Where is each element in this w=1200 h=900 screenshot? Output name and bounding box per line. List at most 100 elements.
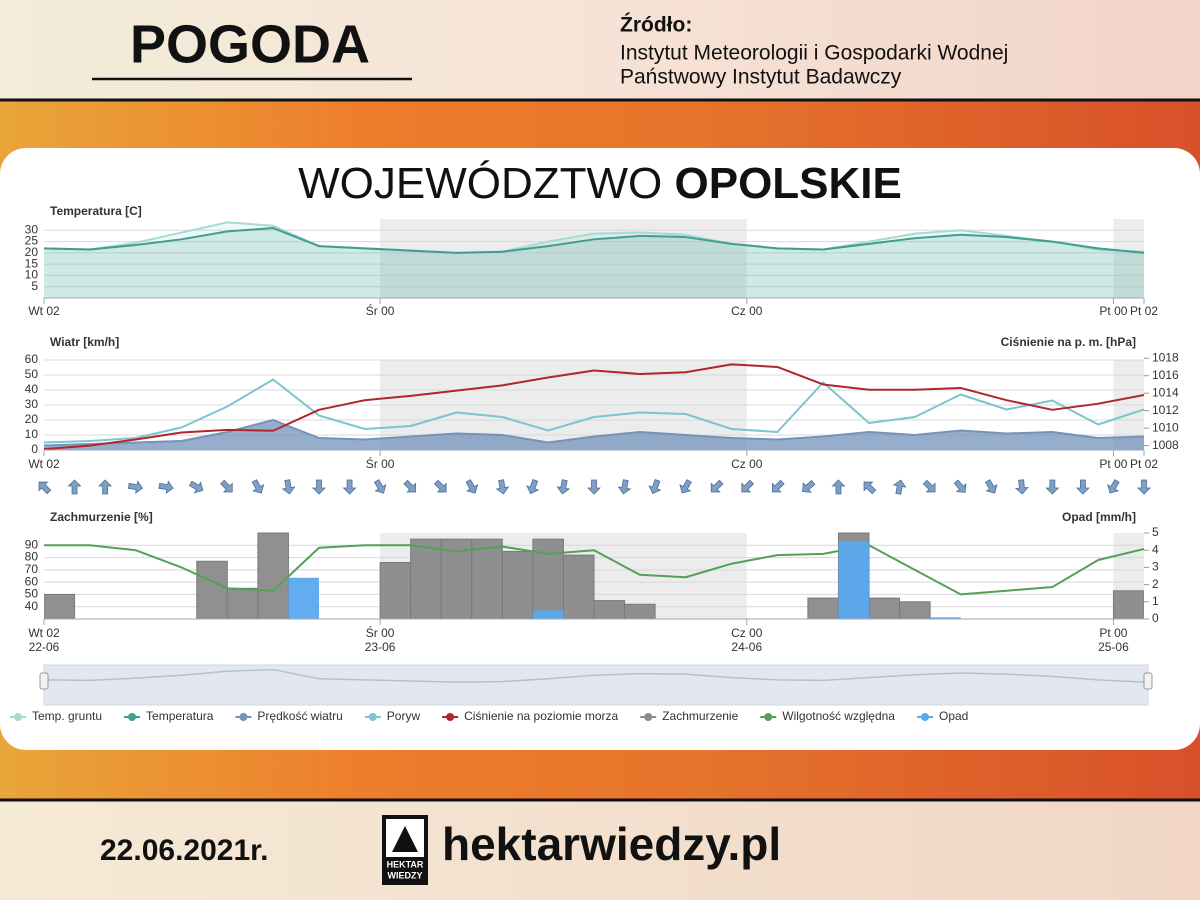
bar	[471, 538, 503, 619]
y2-tick-label: 4	[1152, 542, 1159, 556]
bar	[196, 560, 228, 619]
x-tick-date: 23-06	[365, 640, 396, 654]
page-title: POGODA	[130, 14, 370, 74]
shaded-band	[1113, 219, 1144, 298]
bar	[532, 610, 564, 619]
wind-arrow	[526, 479, 540, 495]
series-line	[44, 221, 1144, 254]
y-tick-label: 90	[25, 537, 39, 551]
bar	[624, 603, 656, 619]
wind-arrow	[433, 479, 447, 493]
bar	[807, 597, 839, 619]
y-tick-label: 40	[25, 599, 39, 613]
wind-arrow	[251, 479, 265, 494]
x-tick-label: Śr 00	[366, 456, 395, 471]
wind-arrow	[1107, 479, 1120, 494]
x-tick-date: 24-06	[731, 640, 762, 654]
x-tick-label: Śr 00	[366, 303, 395, 318]
wind-arrow	[1045, 479, 1060, 495]
legend-label: Prędkość wiatru	[257, 709, 342, 723]
plot-area	[44, 363, 1144, 450]
y-tick-label: 60	[25, 352, 39, 366]
navigator-bg	[43, 664, 1149, 706]
bar	[930, 617, 961, 619]
y-tick-label: 25	[25, 234, 39, 248]
legend-marker	[368, 713, 377, 721]
axis-title: Temperatura [C]	[50, 204, 142, 218]
wind-arrow	[648, 479, 662, 495]
wind-arrow	[831, 479, 846, 495]
navigator-handle	[39, 672, 49, 690]
logo-text: WIEDZY	[388, 870, 423, 880]
bar	[288, 577, 319, 619]
y-tick-label: 80	[25, 550, 39, 564]
series-area	[44, 228, 1144, 298]
series-line	[44, 227, 1144, 254]
x-tick-label: Wt 02	[28, 304, 60, 318]
series-line	[44, 544, 1144, 596]
axis-title: Zachmurzenie [%]	[50, 510, 153, 524]
legend-marker	[920, 713, 929, 721]
y2-tick-label: 1016	[1152, 368, 1179, 382]
wind-arrow	[220, 479, 233, 493]
x-tick-date: 25-06	[1098, 640, 1129, 654]
y2-tick-label: 0	[1152, 611, 1159, 625]
wind-arrow	[373, 479, 387, 494]
y-tick-label: 0	[31, 442, 38, 456]
y-tick-label: 20	[25, 412, 39, 426]
source-label: Źródło:	[620, 14, 692, 37]
y-tick-label: 10	[25, 427, 39, 441]
bar	[226, 587, 259, 619]
legend-marker	[644, 713, 653, 721]
series-line	[44, 419, 1144, 447]
y-tick-label: 30	[25, 397, 39, 411]
series-line	[44, 378, 1144, 444]
wind-arrow	[127, 480, 144, 494]
bar	[1112, 590, 1144, 619]
legend-label: Ciśnienie na poziomie morza	[464, 709, 618, 723]
footer-site: hektarwiedzy.pl	[442, 818, 781, 870]
x-tick-label: Cz 00	[731, 457, 763, 471]
legend-marker	[446, 713, 455, 721]
y2-tick-label: 1014	[1152, 385, 1179, 399]
legend-marker	[128, 713, 137, 721]
legend-label: Wilgotność względna	[782, 709, 895, 723]
source-line: Instytut Meteorologii i Gospodarki Wodne…	[620, 42, 1008, 65]
legend-label: Temp. gruntu	[32, 709, 102, 723]
wind-arrow	[38, 481, 52, 495]
y-tick-label: 50	[25, 587, 39, 601]
card-title: WOJEWÓDZTWO OPOLSKIE	[298, 159, 902, 208]
wind-arrow	[802, 480, 816, 493]
logo-text: HEKTAR	[387, 859, 424, 869]
wind-arrow	[312, 479, 326, 495]
y-tick-label: 15	[25, 256, 39, 270]
y2-tick-label: 3	[1152, 560, 1159, 574]
x-tick-label: Wt 02	[28, 457, 60, 471]
legend-marker	[764, 713, 773, 721]
x-tick-label: Śr 00	[366, 625, 395, 640]
wind-arrow	[679, 479, 692, 494]
wind-arrow	[67, 479, 82, 495]
x-tick-label: Wt 02	[28, 626, 60, 640]
x-tick-label: Pt 00	[1099, 626, 1127, 640]
card-title-regular: WOJEWÓDZTWO	[298, 159, 674, 208]
bar	[44, 593, 76, 619]
bar	[532, 538, 564, 619]
card-title-bold: OPOLSKIE	[675, 159, 902, 208]
bar	[379, 561, 412, 619]
wind-arrow	[985, 479, 998, 494]
wind-arrow	[188, 480, 204, 494]
wind-arrow	[1137, 479, 1151, 495]
bar	[838, 541, 869, 619]
y-tick-label: 70	[25, 562, 39, 576]
y-tick-label: 50	[25, 367, 39, 381]
wind-arrow	[495, 479, 510, 495]
wind-arrow	[1075, 479, 1090, 495]
wind-arrow	[771, 479, 785, 493]
wind-arrow	[710, 479, 724, 493]
